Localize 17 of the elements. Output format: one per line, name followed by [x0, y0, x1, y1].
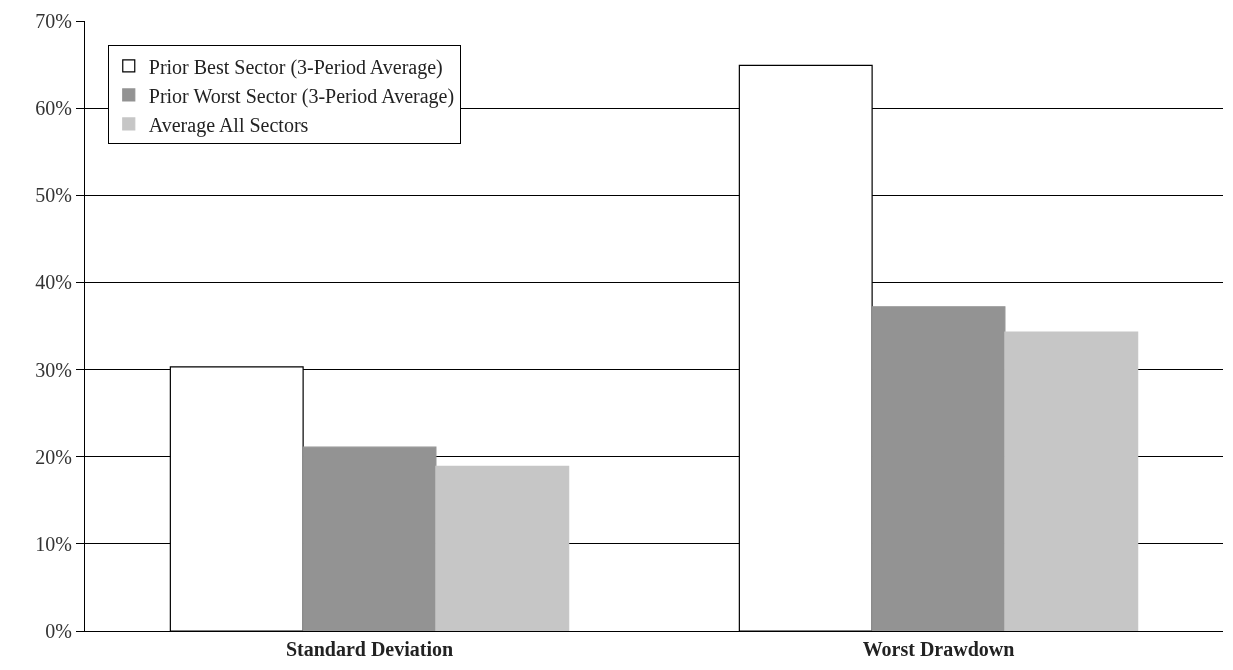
bar: [302, 446, 437, 631]
legend-label: Average All Sectors: [148, 113, 309, 137]
bar: [435, 465, 570, 631]
bar: [1004, 331, 1139, 631]
y-tick-label: 70%: [35, 10, 72, 32]
y-tick-label: 30%: [35, 358, 72, 381]
y-tick-label: 40%: [35, 271, 72, 294]
y-tick-label: 20%: [35, 445, 72, 468]
y-tick-label: 10%: [35, 532, 72, 555]
x-tick-label: Worst Drawdown: [862, 638, 1015, 660]
legend-label: Prior Worst Sector (3-Period Average): [148, 84, 455, 108]
y-tick-label: 60%: [35, 97, 72, 120]
y-tick-label: 0%: [45, 620, 72, 642]
bar: [871, 306, 1006, 631]
legend-label: Prior Best Sector (3-Period Average): [148, 55, 443, 79]
y-tick-label: 50%: [35, 184, 72, 207]
x-tick-label: Standard Deviation: [285, 638, 454, 660]
